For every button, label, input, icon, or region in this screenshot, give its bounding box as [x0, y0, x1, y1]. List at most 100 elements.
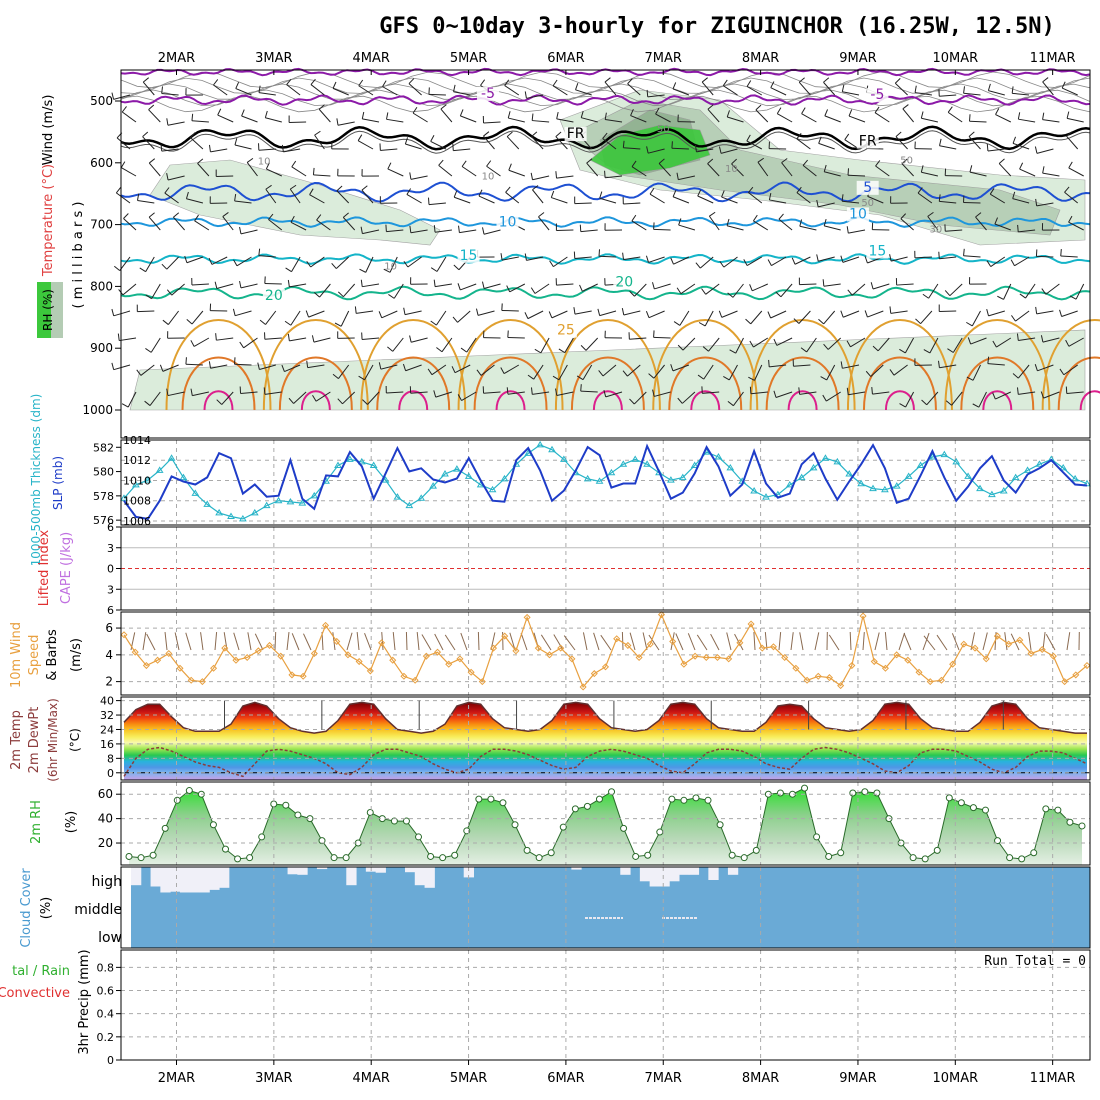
- wind-barb-flag: [944, 290, 951, 297]
- wind-barb-flag: [239, 341, 245, 349]
- wind-barb-flag: [316, 214, 322, 221]
- wind-barb: [581, 117, 598, 123]
- wind-barb-flag: [922, 293, 929, 299]
- wind-barb-flag: [555, 388, 558, 396]
- wind-barb-flag: [281, 144, 284, 152]
- wind10m-panel: 2 4 6 10m Wind Speed & Barbs (m/s): [9, 611, 1091, 696]
- wind-speed-marker: [926, 678, 934, 686]
- wind-speed-marker: [758, 644, 766, 652]
- wind-barb-flag: [549, 260, 554, 267]
- thickness-marker: [346, 455, 354, 462]
- rh-contour: [120, 89, 1091, 107]
- rh-contour: [120, 71, 1091, 89]
- wind-barb-flag: [673, 321, 681, 326]
- wind-barb-flag: [1068, 215, 1073, 223]
- wind-barb-flag: [718, 310, 723, 318]
- rh-shading: [589, 124, 711, 176]
- rh-contour-label: 50: [861, 198, 874, 209]
- wind-barb-flag: [677, 397, 683, 404]
- thickness-marker: [548, 445, 556, 453]
- y-tick-label: 16: [100, 738, 114, 751]
- thickness-marker: [120, 494, 128, 501]
- wind-barb: [233, 632, 240, 651]
- wind-barb-flag: [701, 77, 708, 83]
- rh-marker: [716, 821, 724, 829]
- wind-barb-flag: [387, 162, 392, 170]
- rh-marker: [390, 817, 398, 825]
- wind-barb-flag: [987, 356, 990, 364]
- wind-barb: [890, 256, 908, 262]
- wind-barb-flag: [438, 159, 444, 166]
- wind-barb: [438, 164, 453, 177]
- wind-barb-flag: [123, 213, 129, 219]
- wind-barb-flag: [556, 111, 559, 120]
- rh-marker: [415, 833, 423, 841]
- thickness-marker: [179, 473, 188, 481]
- wind-speed-marker: [982, 655, 990, 663]
- wind-barb: [174, 632, 180, 651]
- rh-marker: [945, 794, 953, 802]
- wind-barb-flag: [726, 218, 730, 226]
- wind-barb: [211, 256, 228, 265]
- wind-barb: [428, 202, 446, 206]
- wind-barb-flag: [748, 186, 754, 193]
- wind-barb: [337, 121, 355, 126]
- wind-barb: [185, 632, 192, 651]
- isotherm-diurnal: [668, 356, 743, 411]
- cloud-level-label: high: [91, 874, 122, 890]
- isotherm-diurnal: [457, 319, 564, 411]
- wind-barb-flag: [337, 291, 344, 298]
- wind-barb: [723, 256, 738, 268]
- rh-marker: [1018, 855, 1026, 863]
- wind-barb-flag: [1017, 112, 1021, 120]
- wind-barb: [382, 86, 398, 96]
- wind-barb: [799, 632, 804, 651]
- wind-barb: [872, 283, 890, 290]
- wind-barb: [486, 165, 501, 177]
- wind-barb-flag: [268, 213, 274, 220]
- wind-barb: [780, 283, 793, 298]
- wind-barb-flag: [840, 361, 843, 369]
- wind-speed-marker: [915, 668, 923, 676]
- wind-barb: [1036, 255, 1054, 258]
- wind-barb: [574, 202, 592, 205]
- wind-barb-flag: [358, 375, 365, 381]
- wind-barb: [185, 363, 203, 366]
- wind-barb-flag: [972, 403, 980, 408]
- wind-barb-flag: [1019, 162, 1024, 170]
- wind-barb: [457, 310, 471, 323]
- rh-axis-label-1: 2m RH: [29, 800, 44, 844]
- wind-speed-marker: [713, 653, 722, 662]
- wind-barb-flag: [289, 184, 297, 190]
- wind-barb-flag: [265, 162, 270, 170]
- wind-speed-marker: [445, 660, 453, 668]
- wind-barb: [364, 633, 372, 651]
- wind-barb-flag: [920, 165, 924, 173]
- wind-barb-flag: [1010, 259, 1015, 266]
- wind-barb-flag: [265, 184, 272, 190]
- thickness-marker: [976, 484, 984, 492]
- wind-speed-marker: [165, 649, 173, 658]
- thickness-marker: [298, 499, 307, 506]
- wind-barb: [917, 192, 933, 204]
- wind-barb: [647, 94, 665, 98]
- wind-barb-flag: [161, 263, 168, 270]
- wind-barb-flag: [1042, 77, 1049, 83]
- wind-barb: [526, 256, 544, 261]
- wind-barb: [120, 167, 137, 177]
- wind-barb: [842, 200, 860, 204]
- wind-barb: [558, 364, 568, 381]
- wind-barb: [346, 632, 353, 651]
- label-bg: [477, 86, 500, 101]
- wind-barb-flag: [185, 191, 189, 199]
- wind-barb-flag: [476, 369, 482, 376]
- wind-barb-flag: [185, 357, 187, 365]
- wind-barb: [477, 310, 495, 316]
- wind-barb-flag: [312, 394, 317, 402]
- wind-barb-flag: [506, 131, 513, 137]
- wind-barb: [1068, 337, 1084, 347]
- wind-barb-flag: [622, 252, 625, 260]
- wind-barb: [332, 87, 349, 96]
- thickness-slp-panel: 576 578 580 582 1006 1008 1010 1012 1014 1000-500…: [29, 394, 1091, 566]
- isotherm-15: [120, 253, 1091, 265]
